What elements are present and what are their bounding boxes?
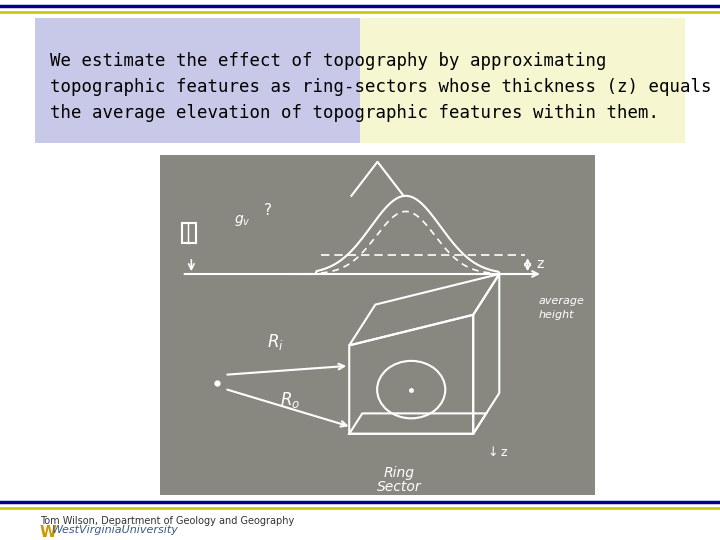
Text: $\downarrow$z: $\downarrow$z [485,446,509,460]
Text: Ring: Ring [384,466,415,480]
Text: We estimate the effect of topography by approximating: We estimate the effect of topography by … [50,52,606,70]
Text: Tom Wilson, Department of Geology and Geography: Tom Wilson, Department of Geology and Ge… [40,516,294,526]
Bar [35,18,685,143]
Text: $g_v$: $g_v$ [234,213,251,228]
Text: topographic features as ring-sectors whose thickness (z) equals: topographic features as ring-sectors who… [50,78,711,96]
Text: the average elevation of topographic features within them.: the average elevation of topographic fea… [50,104,659,122]
Bar [181,223,196,243]
Text: $R_i$: $R_i$ [267,332,284,352]
Bar [160,155,595,495]
Text: average
height: average height [539,296,585,320]
Bar [360,18,685,143]
Text: W: W [40,525,57,540]
Text: ?: ? [264,202,272,218]
Text: $R_o$: $R_o$ [280,390,300,410]
Text: Sector: Sector [377,480,422,494]
Text: WestVirginiaUniversity: WestVirginiaUniversity [52,525,179,535]
Text: z: z [536,257,544,271]
